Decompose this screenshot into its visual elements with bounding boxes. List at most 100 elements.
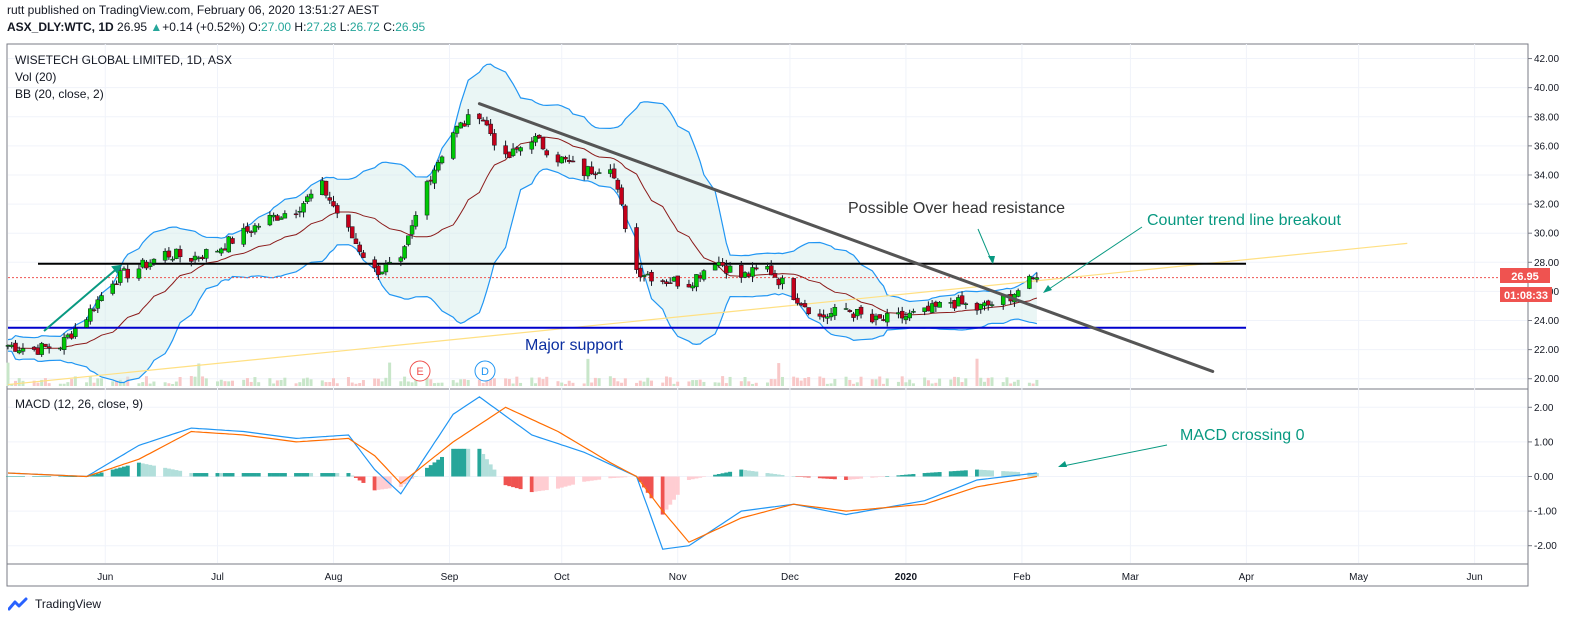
volume-bar bbox=[328, 382, 332, 386]
candle-body bbox=[825, 316, 830, 319]
macd-hist-bar bbox=[844, 476, 849, 480]
macd-hist-bar bbox=[454, 448, 459, 477]
macd-hist-bar bbox=[136, 462, 141, 477]
macd-hist-bar bbox=[398, 476, 403, 487]
macd-hist-bar bbox=[282, 473, 287, 477]
macd-hist-bar bbox=[196, 473, 201, 477]
macd-hist-bar bbox=[35, 476, 40, 477]
macd-hist-bar bbox=[541, 476, 546, 491]
candle-body bbox=[881, 319, 886, 321]
macd-hist-bar bbox=[806, 476, 811, 478]
candle-body bbox=[608, 169, 613, 174]
candle-body bbox=[593, 173, 598, 176]
macd-hist-bar bbox=[95, 473, 100, 477]
macd-hist-bar bbox=[1016, 471, 1021, 477]
macd-tick-label: 1.00 bbox=[1534, 437, 1554, 448]
candle-body bbox=[402, 246, 407, 259]
volume-bar bbox=[773, 379, 777, 386]
candle-body bbox=[903, 316, 909, 321]
volume-bar bbox=[492, 378, 496, 386]
breakout-annotation: Counter trend line breakout bbox=[1147, 212, 1341, 229]
macd-hist-bar bbox=[870, 476, 875, 478]
volume-bars bbox=[6, 358, 1039, 386]
ohlc-line: ASX_DLY:WTC, 1D 26.95 ▲+0.14 (+0.52%) O:… bbox=[7, 20, 425, 34]
macd-hist-bar bbox=[503, 476, 508, 486]
macd-hist-bar bbox=[99, 472, 104, 477]
macd-hist-bar bbox=[256, 473, 261, 477]
macd-hist-bar bbox=[297, 473, 302, 477]
time-tick-label: Dec bbox=[781, 572, 799, 583]
macd-hist-bar bbox=[743, 470, 748, 477]
volume-bar bbox=[32, 380, 36, 386]
volume-bar bbox=[620, 382, 624, 386]
volume-bar bbox=[137, 383, 141, 386]
candle-body bbox=[200, 256, 205, 259]
volume-bar bbox=[747, 381, 751, 386]
macd-hist-bar bbox=[900, 475, 905, 477]
macd-hist-bar bbox=[982, 470, 987, 477]
macd-hist-bar bbox=[193, 473, 198, 477]
candle-body bbox=[791, 278, 796, 301]
dividend-marker[interactable] bbox=[474, 360, 496, 382]
volume-bar bbox=[938, 378, 942, 386]
macd-hist-bar bbox=[701, 476, 706, 477]
volume-bar bbox=[253, 377, 257, 386]
candle-body bbox=[5, 345, 11, 347]
candle-body bbox=[353, 238, 359, 245]
macd-hist-bar bbox=[118, 467, 123, 477]
candle-body bbox=[877, 314, 882, 319]
macd-hist-bar bbox=[559, 476, 564, 488]
volume-bar bbox=[979, 377, 983, 386]
macd-hist-bar bbox=[275, 473, 280, 477]
volume-bar bbox=[792, 376, 796, 386]
volume-bar bbox=[111, 381, 115, 386]
macd-hist-bar bbox=[88, 475, 93, 477]
bollinger-legend[interactable]: BB (20, close, 2) bbox=[15, 87, 104, 101]
candle-body bbox=[88, 308, 93, 322]
volume-bar bbox=[440, 382, 444, 386]
macd-hist-bar bbox=[1012, 471, 1017, 477]
candle-body bbox=[911, 311, 916, 313]
macd-hist-bar bbox=[645, 476, 650, 493]
last-price: 26.95 bbox=[117, 20, 148, 34]
candle-body bbox=[91, 309, 97, 311]
price-tick-label: 34.00 bbox=[1534, 170, 1559, 181]
macd-hist-bar bbox=[279, 473, 284, 477]
candle-body bbox=[230, 238, 235, 244]
volume-bar bbox=[324, 382, 328, 386]
macd-hist-bar bbox=[533, 476, 538, 492]
footer-brand: TradingView bbox=[35, 597, 102, 611]
macd-hist-bar bbox=[73, 476, 78, 477]
volume-bar bbox=[739, 381, 743, 386]
candle-body bbox=[922, 307, 927, 312]
volume-bar bbox=[268, 378, 272, 386]
volume-bar bbox=[489, 378, 493, 386]
tradingview-logo-icon bbox=[8, 597, 28, 611]
candles bbox=[5, 108, 1040, 357]
macd-hist-bar bbox=[241, 473, 246, 477]
macd-hist-bar bbox=[930, 472, 935, 477]
price-tick-label: 28.00 bbox=[1534, 258, 1559, 269]
volume-bar bbox=[751, 383, 755, 386]
earnings-marker[interactable] bbox=[409, 360, 431, 382]
candle-body bbox=[39, 343, 44, 355]
macd-hist-bar bbox=[859, 476, 864, 479]
volume-bar bbox=[593, 377, 597, 386]
macd-hist-bar bbox=[466, 448, 471, 477]
volume-bar bbox=[1016, 379, 1020, 386]
macd-legend[interactable]: MACD (12, 26, close, 9) bbox=[15, 397, 144, 411]
macd-hist-bar bbox=[166, 468, 171, 477]
candle-body bbox=[69, 333, 74, 339]
close-value: 26.95 bbox=[395, 20, 426, 34]
macd-hist-bar bbox=[698, 476, 703, 478]
volume-bar bbox=[380, 381, 384, 386]
volume-legend[interactable]: Vol (20) bbox=[15, 70, 57, 84]
candle-body bbox=[177, 249, 183, 258]
macd-hist-bar bbox=[638, 476, 643, 482]
macd-hist-bar bbox=[223, 473, 227, 477]
candle-body bbox=[832, 307, 838, 316]
volume-bar bbox=[410, 382, 414, 386]
low-value: 26.72 bbox=[349, 20, 380, 34]
macd-hist-bar bbox=[1031, 472, 1036, 477]
